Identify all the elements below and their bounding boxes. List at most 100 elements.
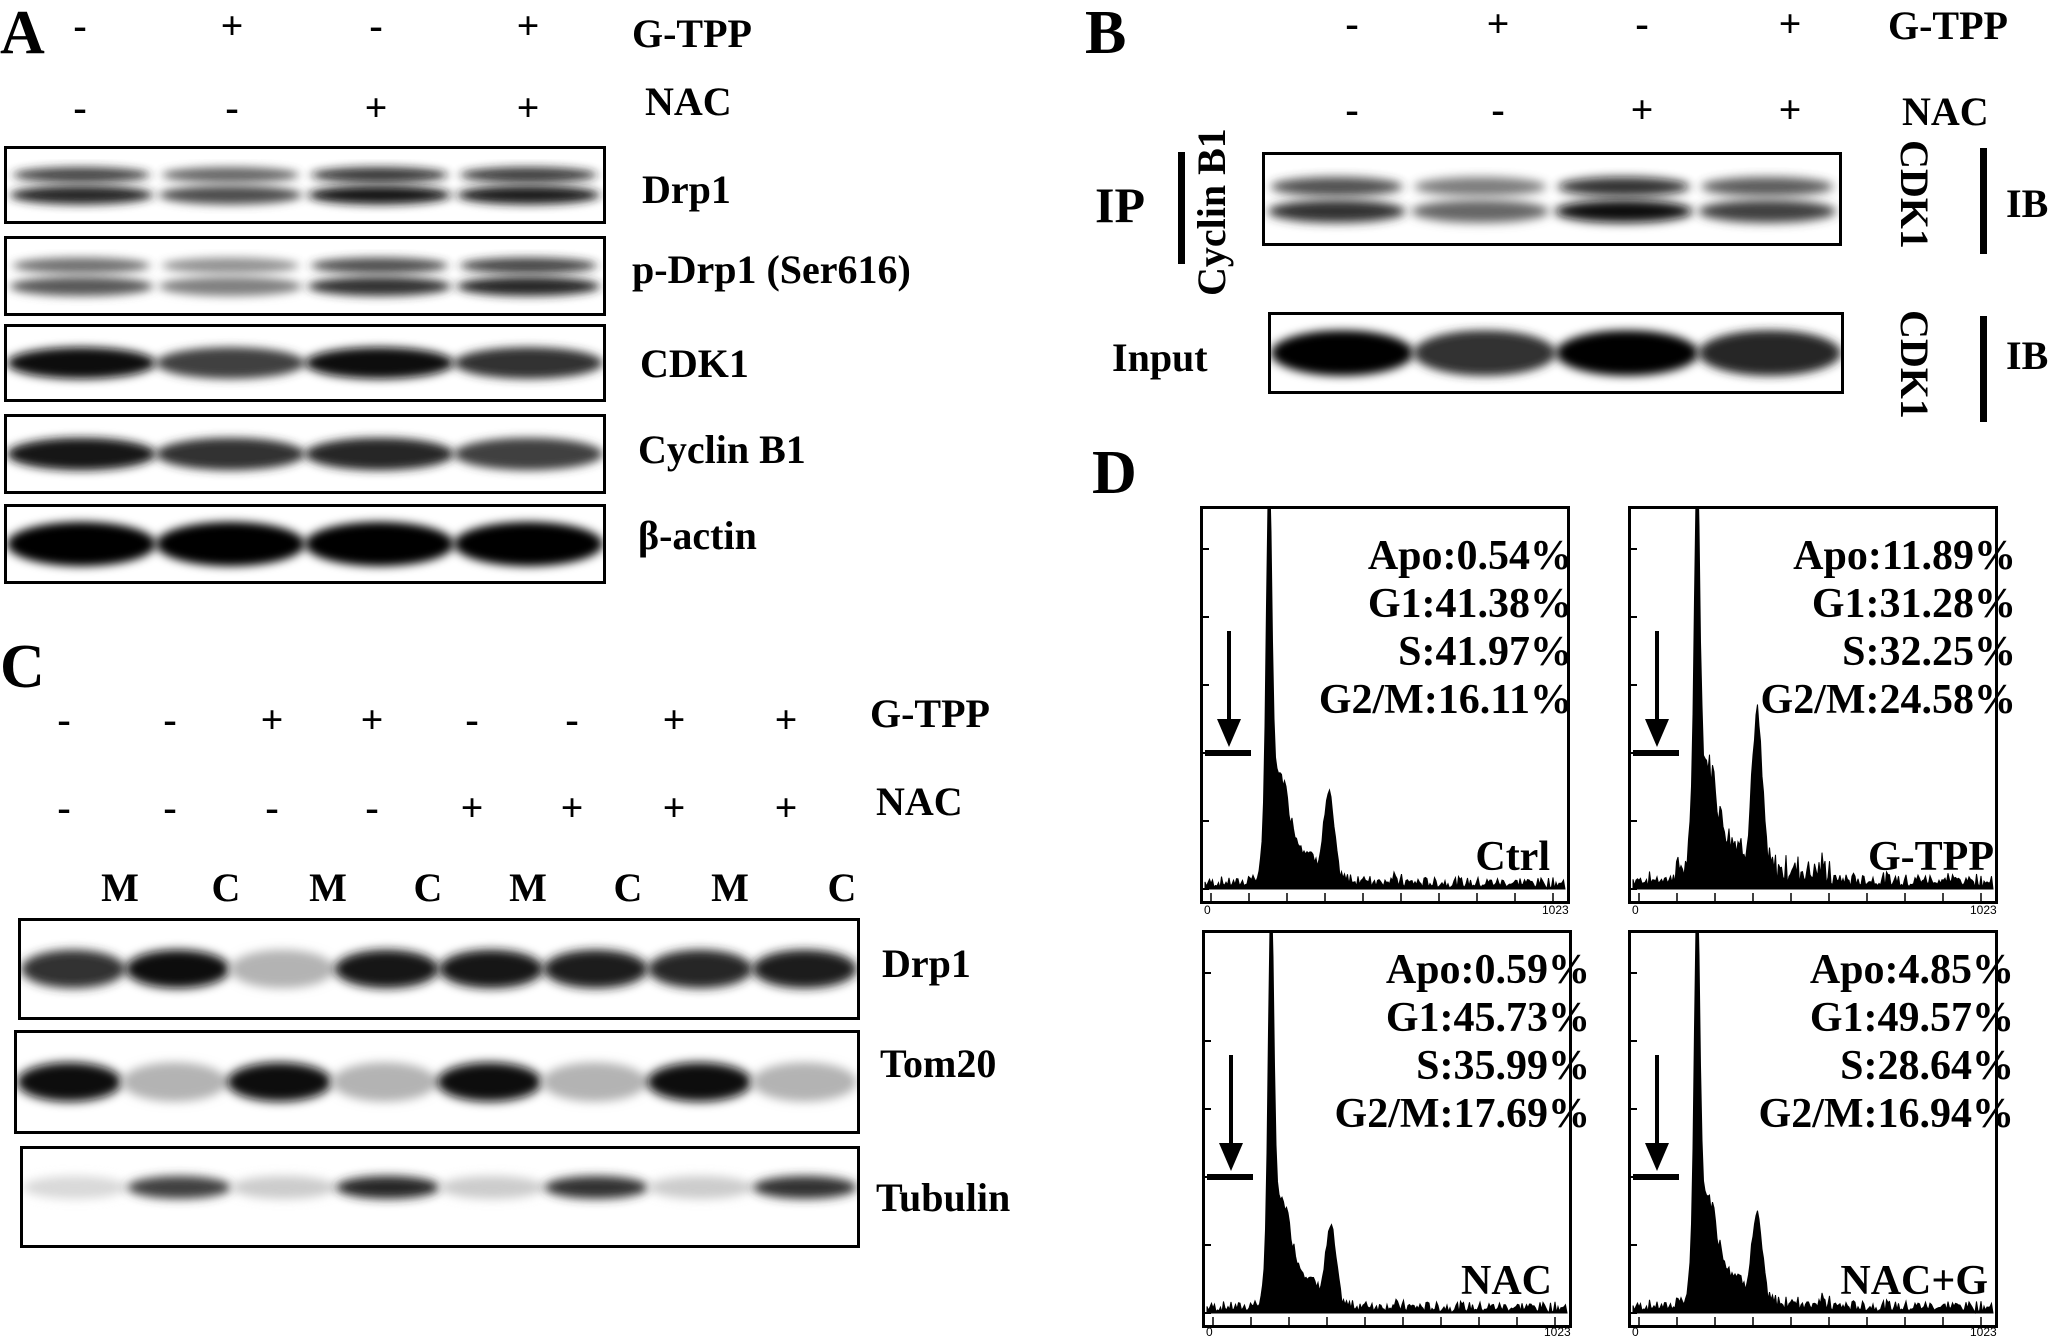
band-label-a-beta-actin: β-actin (638, 513, 757, 558)
condition-sign: + (1778, 87, 1802, 132)
condition-sign: + (560, 785, 584, 830)
condition-sign: + (260, 697, 284, 742)
histogram-gtpp-label: G-TPP (1868, 834, 1994, 880)
blot-band (307, 185, 452, 205)
panel-letter-c: C (0, 633, 45, 701)
histogram-nac (1202, 930, 1572, 1328)
panel-letter-d: D (1092, 439, 1137, 507)
blot-band (1698, 330, 1841, 376)
blot-b-input-cdk1 (1268, 312, 1844, 394)
condition-sign: + (360, 697, 384, 742)
blot-band (752, 949, 857, 989)
panel-c-condition-gtpp: G-TPP (870, 691, 990, 736)
condition-sign: + (1486, 1, 1510, 46)
histogram-trace (1206, 933, 1568, 1314)
band-label-a-p-drp1: p-Drp1 (Ser616) (632, 247, 911, 292)
blot-band (459, 167, 598, 183)
blot-band (456, 185, 601, 205)
histogram-ctrl-axis-max: 1023 (1542, 903, 1569, 917)
stat-g2m: G2/M:16.94% (1758, 1091, 2014, 1137)
stat-g1: G1:31.28% (1811, 581, 2016, 627)
blot-band (305, 347, 454, 379)
blot-band (158, 276, 303, 296)
condition-sign: - (565, 697, 579, 742)
stat-g2m: G2/M:17.69% (1334, 1091, 1590, 1137)
stat-g1: G1:41.38% (1367, 581, 1572, 627)
condition-sign: - (57, 785, 71, 830)
blot-band (161, 257, 300, 274)
histogram-nac-axis-min: 0 (1206, 1325, 1213, 1339)
blot-c-tubulin (20, 1146, 860, 1248)
blot-a-drp1 (4, 146, 606, 224)
blot-band (440, 1175, 545, 1199)
histogram-nac-g (1628, 930, 1998, 1328)
condition-sign: - (465, 697, 479, 742)
histogram-gtpp-axis-max: 1023 (1970, 903, 1997, 917)
histogram-trace (1632, 509, 1994, 890)
blot-band (1701, 177, 1834, 197)
histogram-gtpp-axis-min: 0 (1632, 903, 1639, 917)
blot-band (437, 1062, 542, 1102)
stat-apo: Apo:0.54% (1367, 533, 1572, 579)
apoptosis-arrow-head (1645, 719, 1669, 747)
band-label-a-drp1: Drp1 (642, 167, 731, 212)
fraction-label: M (309, 865, 347, 910)
stat-g1: G1:45.73% (1385, 995, 1590, 1041)
blot-band (310, 257, 449, 274)
condition-sign: - (163, 785, 177, 830)
apoptosis-arrow-head (1219, 1143, 1243, 1171)
condition-sign: - (73, 3, 87, 48)
panel-b-condition-gtpp: G-TPP (1888, 3, 2008, 48)
condition-sign: - (73, 85, 87, 130)
histogram-ctrl (1200, 506, 1570, 904)
ip-label: IP (1095, 177, 1145, 233)
blot-band (647, 1062, 752, 1102)
ib-bracket-bar-input (1980, 316, 1987, 422)
condition-sign: - (163, 697, 177, 742)
stat-s: S:32.25% (1842, 629, 2016, 675)
condition-sign: + (220, 3, 244, 48)
stat-apo: Apo:0.59% (1385, 947, 1590, 993)
ib-bracket-bar-ip (1980, 148, 1987, 254)
blot-band (1413, 330, 1556, 376)
blot-a-beta-actin (4, 504, 606, 584)
stat-s: S:41.97% (1398, 629, 1572, 675)
band-label-c-drp1: Drp1 (882, 941, 971, 986)
fraction-label: M (509, 865, 547, 910)
blot-band (125, 949, 230, 989)
histogram-trace (1204, 509, 1566, 890)
input-label: Input (1112, 335, 1208, 380)
blot-band (12, 167, 151, 183)
stat-apo: Apo:4.85% (1809, 947, 2014, 993)
blot-band (1270, 177, 1403, 197)
blot-band (456, 276, 601, 296)
stat-g2m: G2/M:24.58% (1760, 677, 2016, 723)
blot-band (156, 521, 305, 567)
condition-sign: + (460, 785, 484, 830)
histogram-nac-g-axis-max: 1023 (1970, 1325, 1997, 1339)
panel-letter-b: B (1085, 0, 1127, 67)
condition-sign: - (1345, 1, 1359, 46)
panel-letter-a: A (0, 0, 45, 67)
condition-sign: + (662, 785, 686, 830)
blot-band (752, 1062, 857, 1102)
stat-g1: G1:49.57% (1809, 995, 2014, 1041)
blot-band (227, 1062, 332, 1102)
blot-a-cdk1 (4, 324, 606, 402)
condition-sign: + (364, 85, 388, 130)
ib-antibody-label-input: CDK1 (1892, 310, 1937, 419)
stat-apo: Apo:11.89% (1793, 533, 2016, 579)
fraction-label: C (413, 865, 443, 910)
blot-band (1267, 199, 1406, 223)
histogram-ctrl-label: Ctrl (1475, 834, 1550, 880)
band-label-a-cdk1: CDK1 (640, 341, 749, 386)
blot-band (231, 1175, 336, 1199)
ip-antibody-label: Cyclin B1 (1189, 128, 1234, 296)
histogram-nac-axis-max: 1023 (1544, 1325, 1571, 1339)
condition-sign: - (1491, 87, 1505, 132)
fraction-label: C (827, 865, 857, 910)
blot-band (332, 1062, 437, 1102)
histogram-nac-g-label: NAC+G (1840, 1258, 1988, 1304)
histogram-gtpp-stats: Apo:11.89% G1:31.28% S:32.25% G2/M:24.58… (1660, 532, 2016, 724)
blot-band (648, 1175, 753, 1199)
